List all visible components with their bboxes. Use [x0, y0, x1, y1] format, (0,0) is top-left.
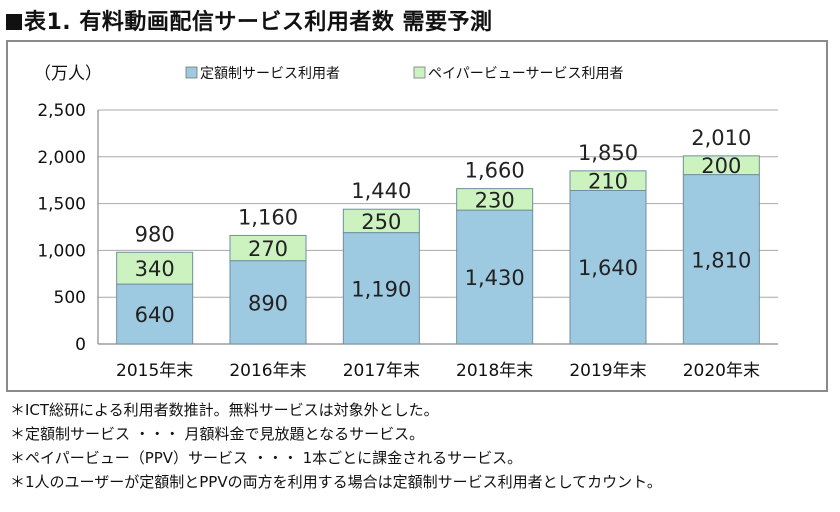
- data-label: 890: [248, 291, 288, 315]
- bar-segment: [229, 234, 307, 262]
- bar-segment: [342, 208, 420, 234]
- legend-swatch: [413, 66, 426, 79]
- total-label: 1,440: [351, 179, 411, 203]
- x-tick-label: 2017年末: [343, 361, 420, 381]
- bar-segment: [456, 209, 534, 345]
- data-label: 200: [701, 154, 741, 178]
- data-label: 270: [248, 237, 288, 261]
- y-tick-label: 2,500: [37, 101, 86, 121]
- y-tick-label: 1,000: [37, 241, 86, 261]
- data-label: 1,190: [351, 277, 411, 301]
- bar-segment: [569, 170, 647, 191]
- total-label: 1,160: [238, 205, 298, 229]
- y-tick-label: 1,500: [37, 195, 86, 215]
- data-label: 1,430: [465, 266, 525, 290]
- footnotes: ＊ICT総研による利用者数推計。無料サービスは対象外とした。 ＊定額制サービス …: [10, 398, 662, 494]
- legend-swatch: [185, 66, 198, 79]
- total-label: 980: [135, 222, 175, 246]
- y-tick-label: 2,000: [37, 148, 86, 168]
- bar-segment: [342, 232, 420, 345]
- total-label: 1,660: [465, 159, 525, 183]
- square-bullet-icon: [6, 14, 22, 30]
- x-tick-label: 2015年末: [116, 361, 193, 381]
- data-label: 230: [475, 188, 515, 212]
- data-label: 340: [135, 257, 175, 281]
- bar-segment: [682, 155, 760, 176]
- footnote: ＊1人のユーザーが定額制とPPVの両方を利用する場合は定額制サービス利用者として…: [10, 473, 662, 491]
- total-label: 2,010: [691, 126, 751, 150]
- x-tick-label: 2016年末: [229, 361, 306, 381]
- y-unit-label: （万人）: [34, 64, 102, 84]
- x-tick-label: 2019年末: [569, 361, 646, 381]
- data-label: 1,640: [578, 256, 638, 280]
- data-label: 250: [361, 210, 401, 234]
- footnote: ＊ペイパービュー（PPV）サービス ・・・ 1本ごとに課金されるサービス。: [10, 449, 523, 467]
- bar-segment: [456, 188, 534, 211]
- data-label: 210: [588, 170, 628, 194]
- chart-title-text: 表1. 有料動画配信サービス利用者数 需要予測: [24, 10, 493, 35]
- y-tick-label: 0: [75, 335, 86, 355]
- data-label: 640: [135, 303, 175, 327]
- total-label: 1,850: [578, 141, 638, 165]
- x-tick-label: 2018年末: [456, 361, 533, 381]
- y-tick-label: 500: [54, 288, 86, 308]
- legend-label: 定額制サービス利用者: [200, 66, 340, 82]
- x-tick-label: 2020年末: [683, 361, 760, 381]
- stacked-bar-chart: 0 500 1,000 1,500 2,000 2,500 （万人） 定額制サービス利用者 ペイ…: [34, 64, 778, 381]
- bar-segment: [116, 251, 194, 285]
- bar-segment: [229, 260, 307, 345]
- footnote: ＊ICT総研による利用者数推計。無料サービスは対象外とした。: [10, 401, 439, 419]
- bar-segment: [116, 283, 194, 345]
- chart-title: 表1. 有料動画配信サービス利用者数 需要予測: [6, 4, 493, 36]
- chart-frame: [6, 40, 828, 392]
- footnote: ＊定額制サービス ・・・ 月額料金で見放題となるサービス。: [10, 425, 425, 443]
- data-label: 1,810: [691, 248, 751, 272]
- legend-label: ペイパービューサービス利用者: [428, 66, 623, 82]
- bar-segment: [569, 189, 647, 345]
